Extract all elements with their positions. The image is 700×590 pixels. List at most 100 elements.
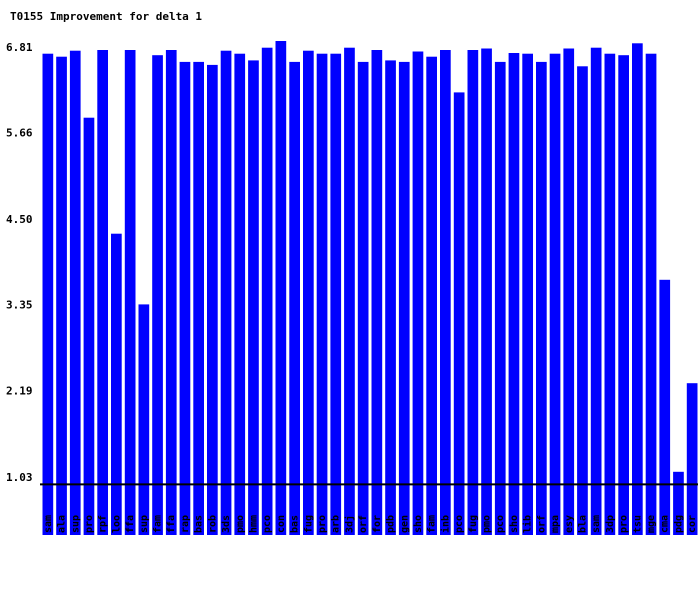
bar-23 [357, 61, 369, 536]
x-tick-label-7: sup [139, 515, 150, 533]
x-tick-label-34: sho [509, 515, 520, 533]
bar-17 [275, 41, 287, 535]
bar-46 [673, 471, 684, 535]
x-tick-label-45: cma [660, 515, 671, 533]
x-tick-label-30: pco [454, 515, 465, 533]
bar-38 [563, 48, 575, 535]
x-tick-label-29: inb [439, 515, 451, 533]
bar-26 [398, 61, 410, 536]
x-tick-label-0: sam [43, 515, 54, 533]
bar-44 [645, 53, 657, 535]
x-tick-label-35: lib [522, 515, 534, 533]
bar-29 [440, 50, 451, 535]
x-tick-label-43: tsu [632, 515, 643, 533]
x-tick-label-17: con [276, 515, 287, 533]
bar-24 [371, 50, 383, 535]
x-tick-label-13: 3ds [221, 515, 232, 533]
x-tick-label-28: fam [427, 515, 438, 533]
x-tick-label-5: loo [111, 515, 122, 533]
bar-2 [69, 50, 81, 535]
y-tick-label-0: 1.03 [6, 471, 33, 484]
x-tick-label-10: rap [180, 515, 191, 533]
x-tick-label-2: sup [70, 515, 81, 533]
bar-15 [248, 60, 259, 536]
y-axis-ticks: 1.03 2.19 3.35 4.50 5.66 6.81 [6, 41, 33, 484]
bar-3 [83, 117, 95, 535]
x-tick-label-46: pdg [673, 515, 684, 533]
x-tick-label-9: ffa [166, 515, 177, 533]
y-tick-label-4: 5.66 [6, 127, 33, 140]
x-tick-label-14: pmo [235, 515, 246, 533]
bar-14 [234, 53, 246, 535]
bar-20 [316, 53, 328, 535]
x-tick-label-44: mge [646, 515, 657, 533]
bar-8 [152, 55, 163, 535]
bar-6 [124, 50, 136, 535]
bar-32 [481, 48, 492, 535]
bar-4 [97, 50, 108, 535]
bar-16 [261, 47, 273, 535]
x-tick-label-47: cor [687, 515, 698, 533]
x-tick-label-15: hmm [249, 515, 260, 533]
x-tick-label-11: bas [194, 515, 205, 533]
x-tick-label-19: fug [303, 515, 314, 533]
x-tick-label-23: orf [358, 515, 369, 533]
x-tick-label-24: for [372, 515, 383, 533]
x-tick-label-39: bla [578, 515, 589, 533]
x-tick-label-32: pmo [482, 515, 493, 533]
x-tick-label-12: rob [207, 515, 218, 533]
x-tick-label-38: esy [564, 515, 575, 533]
bar-31 [467, 50, 479, 535]
bar-30 [453, 92, 465, 536]
bar-35 [522, 53, 533, 535]
x-axis-ticks: sam ala sup pro rpf loo ffa sup fam ffa rap bas rob 3… [43, 515, 698, 533]
x-tick-label-8: fam [153, 515, 164, 533]
bar-42 [618, 55, 629, 535]
bar-13 [220, 50, 232, 535]
bar-21 [330, 53, 342, 535]
bar-0 [42, 53, 54, 535]
bar-41 [604, 53, 616, 535]
x-tick-label-16: pco [262, 515, 273, 533]
bar-36 [536, 61, 547, 536]
bar-34 [508, 53, 520, 535]
x-tick-label-1: ala [57, 515, 68, 533]
chart-title: T0155 Improvement for delta 1 [10, 10, 203, 23]
x-tick-label-31: fug [468, 515, 479, 533]
y-tick-label-2: 3.35 [6, 298, 33, 311]
bar-47 [686, 383, 698, 535]
x-tick-label-4: rpf [98, 515, 109, 533]
x-tick-label-41: 3dp [605, 515, 616, 533]
x-tick-label-26: gen [399, 515, 410, 533]
bar-37 [549, 53, 561, 535]
x-tick-label-22: 3dj [343, 515, 355, 533]
x-tick-label-25: pdb [386, 515, 397, 533]
bar-7 [138, 304, 150, 535]
bar-12 [207, 64, 218, 536]
bar-40 [590, 47, 602, 535]
y-tick-label-1: 2.19 [6, 385, 33, 398]
x-tick-label-6: ffa [125, 515, 136, 533]
bar-19 [303, 50, 314, 535]
x-tick-label-21: arb [331, 515, 342, 533]
bar-28 [426, 56, 437, 535]
x-tick-label-40: sam [591, 515, 602, 533]
y-tick-label-3: 4.50 [6, 213, 33, 226]
x-tick-label-37: mpa [550, 515, 561, 533]
x-tick-label-27: sho [413, 515, 424, 533]
x-tick-label-20: pro [317, 515, 328, 533]
bars-group [42, 41, 698, 536]
bar-11 [193, 61, 204, 536]
x-tick-label-33: pco [495, 515, 506, 533]
bar-1 [56, 56, 67, 535]
bar-27 [412, 51, 424, 535]
x-tick-label-3: pro [84, 515, 95, 533]
bar-25 [385, 60, 396, 536]
bar-9 [165, 50, 177, 535]
bar-22 [344, 47, 355, 535]
bar-39 [577, 66, 588, 536]
bar-18 [289, 61, 300, 536]
y-tick-label-5: 6.81 [6, 41, 33, 54]
bar-5 [111, 233, 122, 535]
